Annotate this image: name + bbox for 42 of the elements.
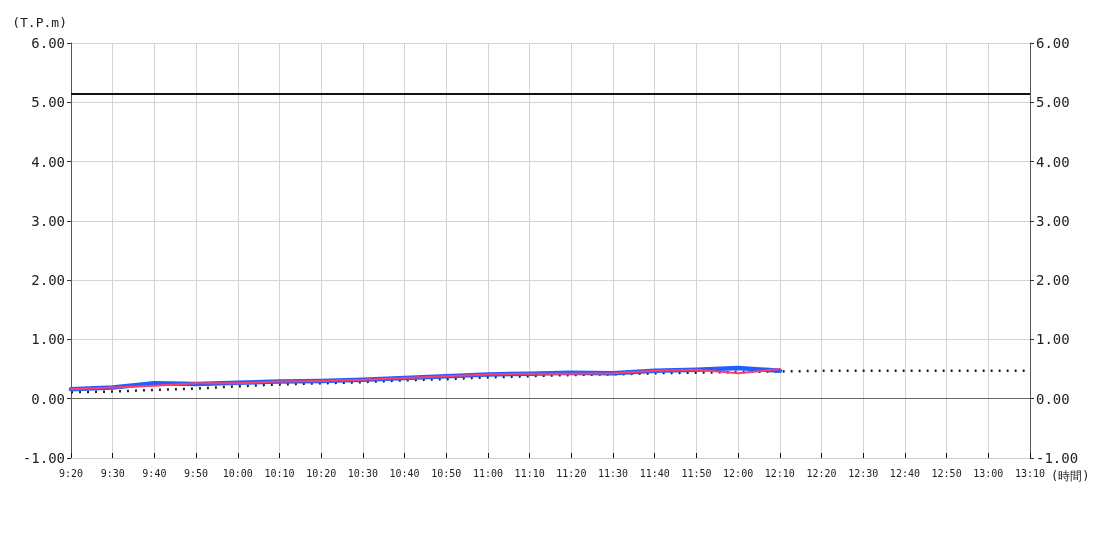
x-tick-label: 10:20 bbox=[306, 467, 337, 479]
x-tick-label: 11:20 bbox=[556, 467, 587, 479]
x-tick-label: 10:30 bbox=[347, 467, 378, 479]
x-tick-label: 12:30 bbox=[848, 467, 879, 479]
y-tick-label: 6.00 bbox=[31, 35, 65, 51]
y2-tick-label: 2.00 bbox=[1036, 272, 1070, 289]
x-tick-label: 11:10 bbox=[514, 467, 545, 479]
y2-tick-label: 5.00 bbox=[1036, 94, 1070, 111]
y2-tick-label: 3.00 bbox=[1036, 212, 1070, 229]
y2-tick-label: 1.00 bbox=[1036, 331, 1070, 348]
x-tick-label: 9:40 bbox=[142, 467, 167, 479]
y2-tick-label: 6.00 bbox=[1036, 35, 1070, 51]
y-tick-label: 5.00 bbox=[31, 94, 65, 111]
y2-tick-label: 4.00 bbox=[1036, 153, 1070, 170]
x-tick-label: 13:10 bbox=[1014, 467, 1046, 479]
y2-tick-label: 0.00 bbox=[1036, 390, 1070, 407]
x-tick-label: 9:20 bbox=[58, 467, 84, 479]
x-tick-label: 12:50 bbox=[931, 467, 962, 479]
y-tick-label: 2.00 bbox=[31, 272, 65, 289]
y-tick-label: 3.00 bbox=[31, 212, 65, 229]
x-tick-label: 12:40 bbox=[889, 467, 920, 479]
x-tick-label: 9:30 bbox=[100, 467, 125, 479]
y-tick-label: 4.00 bbox=[31, 153, 65, 170]
x-axis-title: (時間) bbox=[1050, 469, 1090, 483]
y2-tick-label: -1.00 bbox=[1036, 450, 1079, 466]
x-tick-label: 11:50 bbox=[681, 467, 712, 479]
x-tick-label: 12:00 bbox=[723, 467, 754, 479]
x-tick-label: 12:10 bbox=[764, 467, 795, 479]
y-tick-label: -1.00 bbox=[22, 450, 65, 466]
x-tick-label: 9:50 bbox=[184, 467, 209, 479]
x-tick-label: 10:40 bbox=[389, 467, 420, 479]
x-tick-label: 11:00 bbox=[472, 467, 504, 479]
y-tick-label: 0.00 bbox=[31, 390, 65, 407]
x-tick-label: 10:10 bbox=[264, 467, 295, 479]
x-tick-label: 10:50 bbox=[431, 467, 462, 479]
y-tick-label: 1.00 bbox=[31, 331, 65, 348]
x-tick-label: 11:30 bbox=[597, 467, 629, 479]
x-tick-label: 11:40 bbox=[639, 467, 670, 479]
y-axis-title: (T.P.m) bbox=[12, 15, 67, 30]
x-tick-label: 12:20 bbox=[806, 467, 837, 479]
x-tick-label: 10:00 bbox=[222, 467, 253, 479]
x-tick-label: 13:00 bbox=[973, 467, 1004, 479]
